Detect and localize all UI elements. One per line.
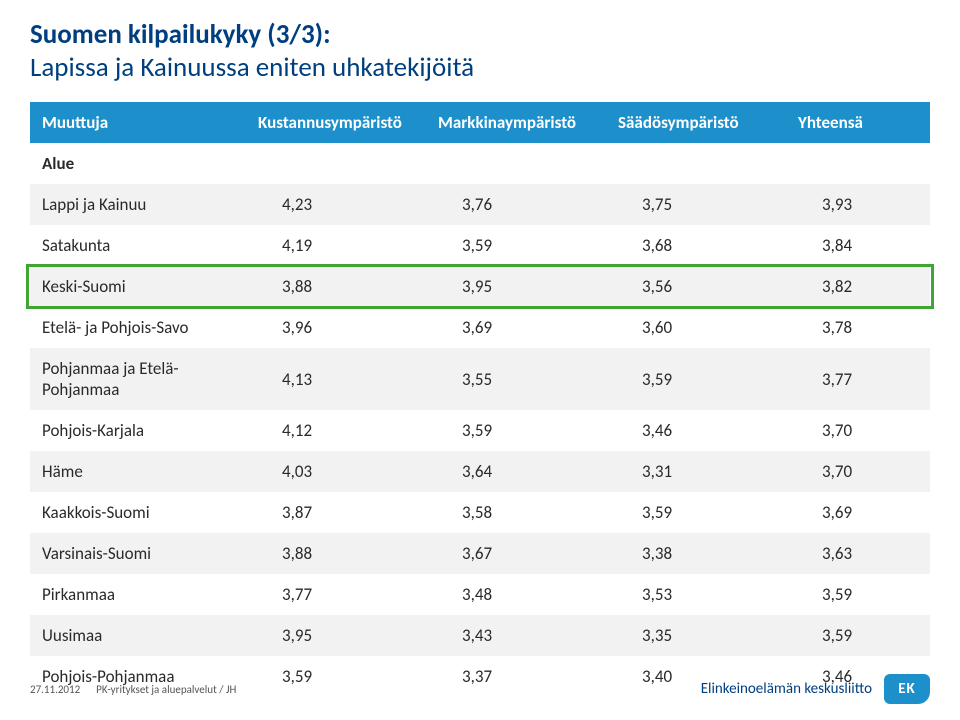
row-value: 3,63 [786, 533, 930, 574]
col-header-markkina: Markkinaympäristö [426, 102, 606, 143]
row-value: 4,03 [246, 451, 426, 492]
row-value: 3,58 [426, 492, 606, 533]
table-row: Uusimaa3,953,433,353,59 [30, 615, 930, 656]
slide-title: Suomen kilpailukyky (3/3): Lapissa ja Ka… [30, 18, 930, 84]
row-value: 3,93 [786, 184, 930, 225]
row-value: 3,96 [246, 307, 426, 348]
row-value: 3,78 [786, 307, 930, 348]
table-row: Keski-Suomi3,883,953,563,82 [30, 266, 930, 307]
row-value: 3,46 [606, 410, 786, 451]
row-name: Etelä- ja Pohjois-Savo [30, 307, 246, 348]
row-value: 3,95 [246, 615, 426, 656]
row-value: 3,56 [606, 266, 786, 307]
row-name: Pirkanmaa [30, 574, 246, 615]
row-value: 3,76 [426, 184, 606, 225]
row-value: 3,35 [606, 615, 786, 656]
row-value: 3,70 [786, 410, 930, 451]
footer-source: PK-yritykset ja aluepalvelut / JH [96, 683, 236, 696]
row-name: Lappi ja Kainuu [30, 184, 246, 225]
row-value: 3,59 [606, 492, 786, 533]
row-value: 3,59 [426, 410, 606, 451]
row-value: 3,43 [426, 615, 606, 656]
row-value: 3,77 [246, 574, 426, 615]
title-line1: Suomen kilpailukyky (3/3): [30, 18, 930, 51]
footer-right: Elinkeinoelämän keskusliitto EK [701, 674, 930, 704]
slide-content: Suomen kilpailukyky (3/3): Lapissa ja Ka… [0, 0, 960, 697]
row-value: 3,59 [606, 348, 786, 410]
row-name: Häme [30, 451, 246, 492]
table-row: Varsinais-Suomi3,883,673,383,63 [30, 533, 930, 574]
slide-footer: 27.11.2012 PK-yritykset ja aluepalvelut … [30, 674, 930, 704]
col-header-yhteensa: Yhteensä [786, 102, 930, 143]
row-name: Pohjanmaa ja Etelä-Pohjanmaa [30, 348, 246, 410]
row-name: Uusimaa [30, 615, 246, 656]
row-value: 4,13 [246, 348, 426, 410]
alue-row: Alue [30, 143, 930, 184]
row-value: 3,70 [786, 451, 930, 492]
col-header-kustannus: Kustannusympäristö [246, 102, 426, 143]
row-value: 3,67 [426, 533, 606, 574]
table-header: Muuttuja Kustannusympäristö Markkinaympä… [30, 102, 930, 143]
row-value: 3,31 [606, 451, 786, 492]
row-value: 3,88 [246, 266, 426, 307]
table-row: Pohjois-Karjala4,123,593,463,70 [30, 410, 930, 451]
table-body: Alue Lappi ja Kainuu4,233,763,753,93Sata… [30, 143, 930, 697]
table-row: Pirkanmaa3,773,483,533,59 [30, 574, 930, 615]
row-value: 4,19 [246, 225, 426, 266]
row-value: 3,48 [426, 574, 606, 615]
row-value: 3,82 [786, 266, 930, 307]
table-row: Lappi ja Kainuu4,233,763,753,93 [30, 184, 930, 225]
row-value: 3,69 [426, 307, 606, 348]
row-value: 3,59 [786, 615, 930, 656]
row-value: 3,59 [426, 225, 606, 266]
row-name: Kaakkois-Suomi [30, 492, 246, 533]
row-value: 3,59 [786, 574, 930, 615]
row-name: Satakunta [30, 225, 246, 266]
row-value: 3,64 [426, 451, 606, 492]
footer-date: 27.11.2012 [30, 683, 80, 696]
row-value: 3,68 [606, 225, 786, 266]
row-value: 3,95 [426, 266, 606, 307]
footer-left: 27.11.2012 PK-yritykset ja aluepalvelut … [30, 683, 236, 696]
row-value: 3,38 [606, 533, 786, 574]
alue-label: Alue [30, 143, 246, 184]
table-row: Kaakkois-Suomi3,873,583,593,69 [30, 492, 930, 533]
row-value: 3,87 [246, 492, 426, 533]
data-table: Muuttuja Kustannusympäristö Markkinaympä… [30, 102, 930, 697]
row-value: 3,53 [606, 574, 786, 615]
row-value: 3,75 [606, 184, 786, 225]
table-row: Etelä- ja Pohjois-Savo3,963,693,603,78 [30, 307, 930, 348]
table-row: Satakunta4,193,593,683,84 [30, 225, 930, 266]
row-value: 3,77 [786, 348, 930, 410]
ek-logo-icon: EK [884, 674, 930, 704]
row-value: 3,55 [426, 348, 606, 410]
col-header-muuttuja: Muuttuja [30, 102, 246, 143]
table-row: Häme4,033,643,313,70 [30, 451, 930, 492]
row-value: 4,23 [246, 184, 426, 225]
title-line2: Lapissa ja Kainuussa eniten uhkatekijöit… [30, 51, 930, 84]
col-header-saados: Säädösympäristö [606, 102, 786, 143]
row-name: Varsinais-Suomi [30, 533, 246, 574]
row-value: 3,88 [246, 533, 426, 574]
row-value: 3,60 [606, 307, 786, 348]
row-value: 3,69 [786, 492, 930, 533]
footer-org: Elinkeinoelämän keskusliitto [701, 680, 872, 698]
row-value: 3,84 [786, 225, 930, 266]
table-row: Pohjanmaa ja Etelä-Pohjanmaa4,133,553,59… [30, 348, 930, 410]
row-name: Keski-Suomi [30, 266, 246, 307]
row-value: 4,12 [246, 410, 426, 451]
row-name: Pohjois-Karjala [30, 410, 246, 451]
